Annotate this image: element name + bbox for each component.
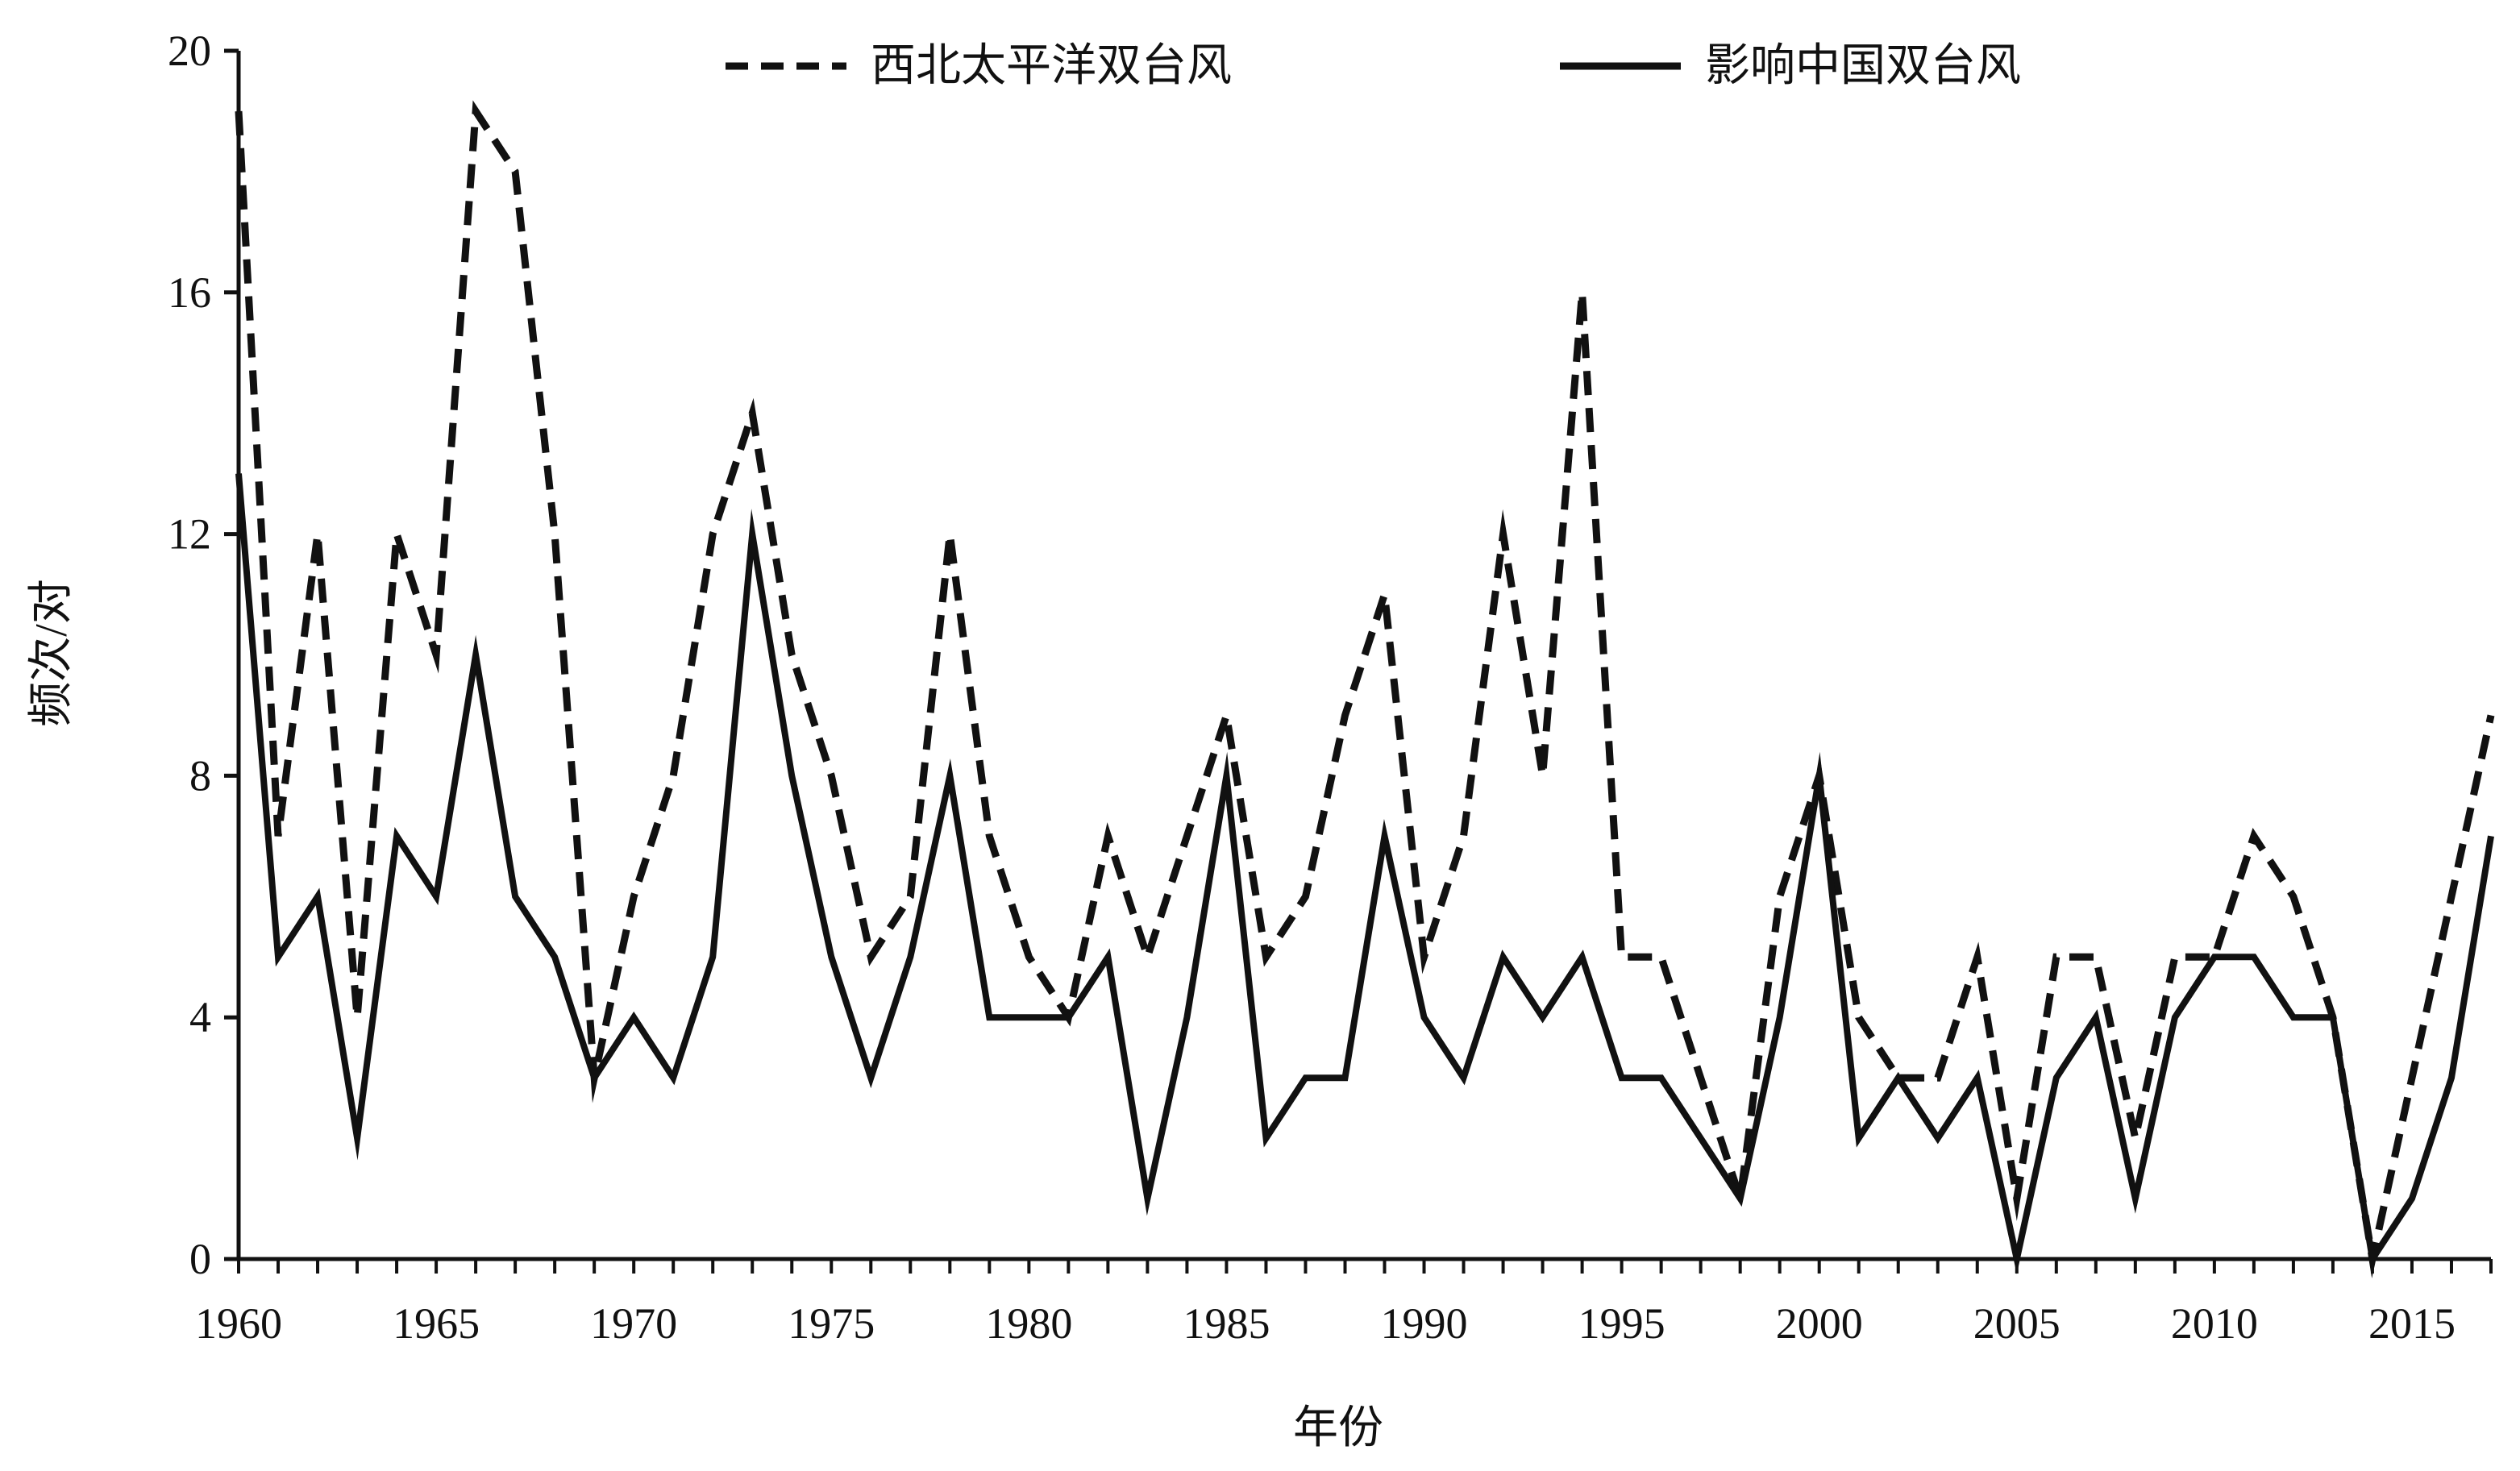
y-tick-label: 0 <box>189 1235 211 1283</box>
y-tick-label: 16 <box>168 268 211 317</box>
x-tick-label: 1960 <box>195 1299 282 1348</box>
y-axis-label: 频次/对 <box>27 579 77 727</box>
x-tick-label: 1985 <box>1183 1299 1270 1348</box>
x-tick-label: 2005 <box>1973 1299 2060 1348</box>
x-tick-label: 1995 <box>1578 1299 1665 1348</box>
series-layer <box>235 100 2495 1279</box>
legend: 西北太平洋双台风 影响中国双台风 <box>726 41 2021 91</box>
x-tick-label: 2010 <box>2171 1299 2258 1348</box>
y-tick-label: 4 <box>189 993 211 1041</box>
series-line-nw-pacific <box>235 100 2495 1279</box>
y-tick-label: 12 <box>168 510 211 559</box>
x-tick-label: 2000 <box>1776 1299 1863 1348</box>
y-tick-label: 20 <box>168 27 211 75</box>
x-tick-label: 1965 <box>393 1299 480 1348</box>
x-tick-label: 1970 <box>590 1299 677 1348</box>
x-tick-label: 1980 <box>985 1299 1072 1348</box>
x-tick-label: 2015 <box>2368 1299 2456 1348</box>
x-tick-label: 1975 <box>788 1299 875 1348</box>
legend-label-china: 影响中国双台风 <box>1705 41 2021 91</box>
x-axis-label: 年份 <box>1293 1403 1383 1453</box>
y-tick-label: 8 <box>189 751 211 800</box>
chart-axes: 0 4 8 12 16 20 1960 1965 1970 1975 1980 1985 1990 199… <box>168 27 2493 1348</box>
legend-label-nw-pacific: 西北太平洋双台风 <box>871 41 1232 91</box>
series-line-china <box>235 473 2494 1274</box>
x-tick-label: 1990 <box>1381 1299 1468 1348</box>
